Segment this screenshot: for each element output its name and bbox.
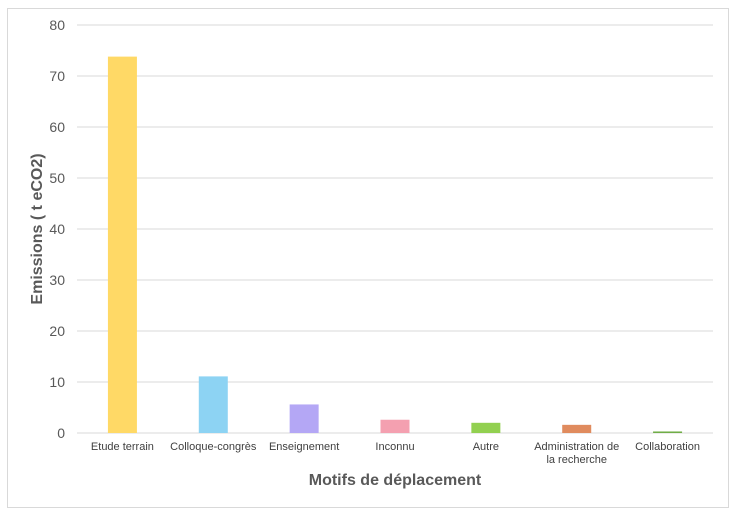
x-axis-title: Motifs de déplacement [309,472,482,489]
y-tick-label: 60 [49,119,65,135]
x-tick-label: Inconnu [375,441,414,453]
bar [107,56,137,434]
x-category-labels: Etude terrain Colloque-congrès Enseignemen… [91,441,700,466]
y-tick-label: 0 [57,425,65,441]
bar [380,419,410,433]
gridlines [77,24,713,434]
x-tick-label: Colloque-congrès [170,441,257,453]
x-tick-label: Enseignement [269,441,339,453]
y-tick-label: 20 [49,323,65,339]
bar [653,431,683,433]
bars [107,56,683,434]
x-tick-label: Collaboration [635,441,700,453]
bar [198,376,228,433]
y-tick-label: 80 [49,17,65,33]
y-tick-labels: 0 10 20 30 40 50 60 70 80 [49,17,65,441]
y-tick-label: 50 [49,170,65,186]
x-tick-label: Administration de la recherche [534,441,619,466]
y-tick-label: 70 [49,68,65,84]
bar [289,404,319,433]
y-axis-title: Emissions ( t eCO2) [29,153,46,304]
x-tick-label: Etude terrain [91,441,154,453]
y-tick-label: 10 [49,374,65,390]
x-tick-label: Autre [473,441,499,453]
bar [471,422,501,433]
y-tick-label: 40 [49,221,65,237]
bar [562,424,592,433]
y-tick-label: 30 [49,272,65,288]
